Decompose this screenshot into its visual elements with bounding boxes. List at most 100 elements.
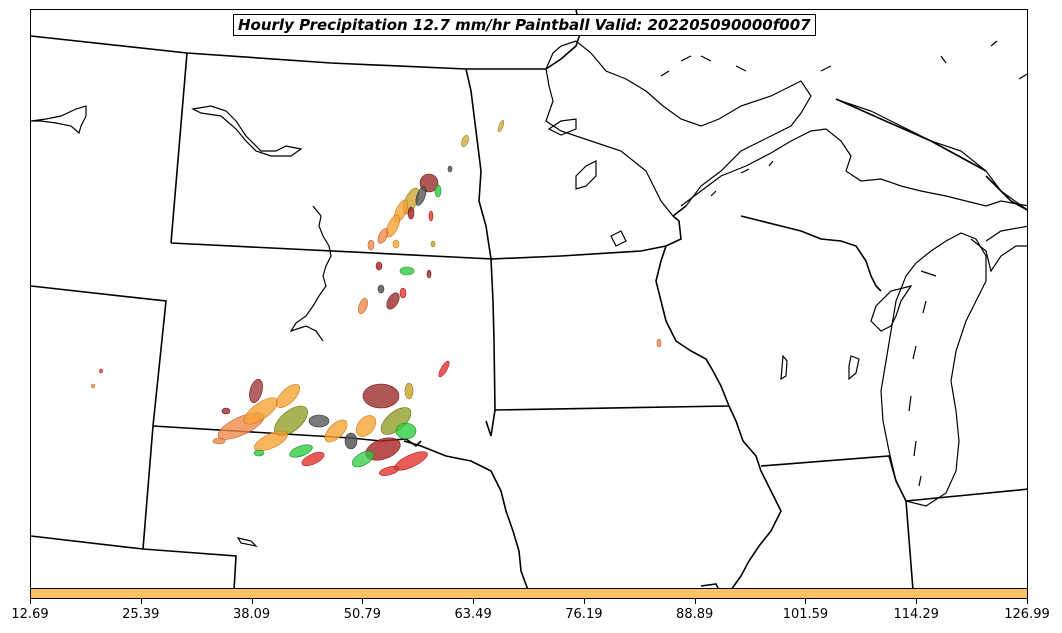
map-title: Hourly Precipitation 12.7 mm/hr Paintbal… [233, 14, 816, 36]
small-lake-4 [31, 105, 87, 135]
paintball [407, 206, 415, 220]
colorbar-tick-label: 25.39 [122, 607, 160, 622]
colorbar-tick-mark [1027, 599, 1028, 604]
paintball [447, 165, 453, 173]
colorbar-tick-label: 76.19 [565, 607, 603, 622]
paintball [378, 466, 400, 476]
paintball [375, 261, 383, 271]
paintball [399, 266, 415, 276]
green-bay [870, 285, 913, 332]
paintball [386, 292, 400, 310]
ne-ia-river [403, 440, 529, 588]
wy-sd-border [31, 285, 167, 427]
colorbar-tick-label: 12.69 [11, 607, 49, 622]
sd-north-cluster [91, 261, 662, 389]
colorbar-tick-label: 50.79 [343, 607, 381, 622]
paintball [399, 287, 407, 299]
nd-sd-border [170, 242, 494, 260]
missouri-border [700, 583, 719, 588]
mi-in-border [905, 488, 1027, 502]
paintball [428, 210, 434, 222]
mn-ia-border [494, 405, 730, 411]
red-lake [575, 160, 597, 190]
paintball [497, 120, 505, 132]
precipitation-paintballs [91, 120, 662, 476]
lake-michigan-islands [908, 300, 927, 487]
paintball [324, 419, 348, 443]
paintball [426, 269, 432, 279]
nd-cluster [367, 120, 505, 251]
paintball [99, 368, 103, 374]
colorbar-tick-label: 126.99 [1004, 607, 1050, 622]
devils-lake [191, 105, 303, 157]
ia-wi-il-river [728, 405, 782, 588]
ne-west [142, 425, 154, 550]
sd-ne-cluster [212, 379, 428, 476]
paintball [243, 397, 279, 425]
paintball [404, 382, 414, 400]
paintball [434, 184, 442, 198]
superior-islands [660, 40, 1027, 80]
upper-peninsula [680, 128, 1027, 207]
great-lakes [31, 40, 1027, 547]
paintball [301, 451, 325, 467]
michigan-dashes [710, 160, 937, 277]
paintball [392, 239, 400, 249]
paintball [367, 239, 375, 251]
paintball [289, 444, 313, 458]
mn-wi-river [490, 215, 730, 407]
ne-south [31, 535, 237, 588]
paintball [355, 415, 377, 437]
colorbar-tick-mark [251, 599, 253, 604]
paintball [377, 284, 385, 294]
missouri-river [289, 205, 332, 342]
colorbar-tick-mark [694, 599, 696, 604]
colorbar-tick-mark [805, 599, 807, 604]
lake-of-the-woods [547, 118, 577, 136]
small-lake-2 [780, 354, 788, 381]
colorbar-tick-label: 101.59 [782, 607, 829, 622]
colorbar-tick-label: 63.49 [454, 607, 492, 622]
colorbar-tick-mark [916, 599, 918, 604]
colorbar-tick-mark [583, 599, 585, 604]
paintball [377, 228, 389, 244]
paintball [385, 214, 401, 238]
montana-nd-border [170, 52, 188, 244]
map-frame[interactable] [30, 9, 1028, 589]
paintball [253, 449, 265, 457]
ontario-border [835, 98, 987, 172]
paintball [438, 360, 450, 378]
colorbar-tick-mark [140, 599, 142, 604]
nd-mn-border [465, 68, 492, 260]
paintball [91, 383, 95, 389]
paintball [308, 414, 330, 428]
ia-sd-corner [485, 409, 496, 437]
paintball [362, 383, 400, 409]
paintball [415, 186, 427, 206]
paintball [275, 383, 301, 409]
paintball [430, 240, 436, 248]
colorbar-tick-label: 114.29 [893, 607, 939, 622]
paintball [656, 338, 662, 348]
mille-lacs [610, 230, 627, 247]
lower-peninsula-east [970, 238, 1027, 273]
small-lake-3 [236, 537, 258, 547]
paintball [351, 450, 375, 468]
us-canada-border [31, 35, 546, 70]
lake-michigan [880, 232, 987, 507]
colorbar-tick-label: 38.09 [232, 607, 271, 622]
paintball [249, 379, 263, 403]
paintball [254, 430, 288, 452]
paintball [221, 407, 231, 415]
map-canvas [31, 10, 1027, 588]
paintball [461, 134, 469, 148]
sd-mn-border [490, 258, 496, 411]
paintball [358, 298, 368, 314]
colorbar-tick-label: 88.89 [676, 607, 714, 622]
colorbar-tick-mark [473, 599, 475, 604]
paintball [212, 437, 226, 445]
wi-mi-border [672, 205, 882, 292]
small-lake-1 [848, 355, 860, 381]
lake-superior [545, 40, 812, 217]
colorbar [30, 588, 1028, 599]
